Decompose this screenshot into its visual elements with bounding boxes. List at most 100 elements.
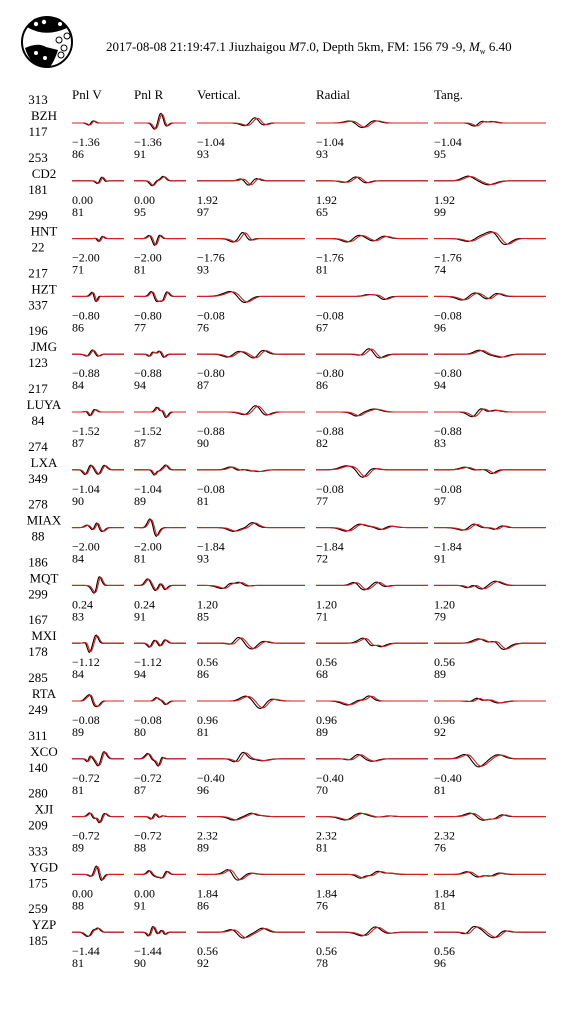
cross-correlation-label: 76 <box>197 320 209 334</box>
column-header-pnl-v: Pnl V <box>72 87 102 102</box>
time-shift-label: −1.04 <box>197 135 225 149</box>
station-name: MQT <box>30 570 59 585</box>
synthetic-waveform <box>316 234 428 243</box>
time-shift-label: −0.88 <box>434 424 462 438</box>
synthetic-waveform <box>316 348 428 359</box>
cross-correlation-label: 86 <box>72 320 84 334</box>
observed-waveform <box>316 581 428 591</box>
time-shift-label: −1.76 <box>197 251 225 265</box>
observed-waveform <box>134 925 186 937</box>
synthetic-waveform <box>134 578 186 591</box>
time-shift-label: 0.00 <box>72 886 93 900</box>
time-shift-label: −0.72 <box>72 771 100 785</box>
time-shift-label: −0.08 <box>316 482 344 496</box>
station-azimuth: 278 <box>28 497 48 512</box>
cross-correlation-label: 94 <box>134 667 146 681</box>
synthetic-waveform <box>316 523 428 532</box>
time-shift-label: −1.04 <box>316 135 344 149</box>
cross-correlation-label: 99 <box>434 205 446 219</box>
synthetic-waveform <box>134 870 186 879</box>
station-row: 167MXI178−1.1284−1.12940.56860.56680.568… <box>28 612 546 681</box>
cross-correlation-label: 87 <box>134 783 146 797</box>
synthetic-waveform <box>134 234 186 246</box>
cross-correlation-label: 92 <box>197 956 209 970</box>
observed-waveform <box>434 408 546 418</box>
cross-correlation-label: 79 <box>434 609 446 623</box>
cross-correlation-label: 82 <box>316 436 328 450</box>
synthetic-waveform <box>134 464 186 476</box>
synthetic-waveform <box>134 113 186 130</box>
observed-waveform <box>72 812 124 824</box>
cross-correlation-label: 77 <box>134 320 146 334</box>
time-shift-label: −0.72 <box>134 771 162 785</box>
station-distance: 185 <box>28 933 48 948</box>
synthetic-waveform <box>134 176 186 186</box>
synthetic-waveform <box>72 176 124 184</box>
beachball-icon <box>21 16 73 68</box>
time-shift-label: −0.80 <box>434 366 462 380</box>
time-shift-label: 0.24 <box>72 597 93 611</box>
synthetic-waveform <box>197 927 305 939</box>
synthetic-waveform <box>434 638 546 650</box>
synthetic-waveform <box>316 637 428 648</box>
station-azimuth: 259 <box>28 901 48 916</box>
synthetic-waveform <box>434 812 546 821</box>
cross-correlation-label: 84 <box>72 667 84 681</box>
station-name: XJI <box>35 802 54 817</box>
time-shift-label: 1.84 <box>316 886 337 900</box>
observed-waveform <box>197 522 305 532</box>
cross-correlation-label: 86 <box>72 147 84 161</box>
cross-correlation-label: 95 <box>434 147 446 161</box>
time-shift-label: 0.24 <box>134 597 155 611</box>
cross-correlation-label: 78 <box>316 956 328 970</box>
station-row: 278MIAX88−2.0084−2.0081−1.8493−1.8472−1.… <box>27 497 546 566</box>
cross-correlation-label: 96 <box>197 783 209 797</box>
cross-correlation-label: 86 <box>197 898 209 912</box>
synthetic-waveform <box>197 581 305 589</box>
synthetic-waveform <box>72 576 124 594</box>
cross-correlation-label: 87 <box>134 436 146 450</box>
time-shift-label: −1.52 <box>72 424 100 438</box>
station-distance: 22 <box>32 240 45 255</box>
time-shift-label: −2.00 <box>134 251 162 265</box>
station-row: 274LXA349−1.0490−1.0489−0.0881−0.0877−0.… <box>28 439 546 508</box>
station-azimuth: 186 <box>28 554 48 569</box>
synthetic-waveform <box>316 408 428 417</box>
station-name: XCO <box>30 744 57 759</box>
station-distance: 209 <box>28 818 48 833</box>
column-header-tangential: Tang. <box>434 87 463 102</box>
time-shift-label: 1.92 <box>434 193 455 207</box>
cross-correlation-label: 96 <box>434 320 446 334</box>
time-shift-label: 0.96 <box>316 713 337 727</box>
synthetic-waveform <box>316 294 428 300</box>
cross-correlation-label: 65 <box>316 205 328 219</box>
time-shift-label: −0.80 <box>316 366 344 380</box>
synthetic-waveform <box>434 581 546 590</box>
station-name: YZP <box>32 917 57 932</box>
synthetic-waveform <box>434 292 546 301</box>
time-shift-label: −0.88 <box>72 366 100 380</box>
cross-correlation-label: 94 <box>134 378 146 392</box>
cross-correlation-label: 81 <box>134 263 146 277</box>
cross-correlation-label: 93 <box>316 147 328 161</box>
synthetic-waveform <box>434 120 546 127</box>
synthetic-waveform <box>72 464 124 475</box>
time-shift-label: 2.32 <box>197 829 218 843</box>
cross-correlation-label: 96 <box>434 956 446 970</box>
synthetic-waveform <box>434 466 546 474</box>
station-row: 285RTA249−0.0889−0.08800.96810.96890.969… <box>28 670 546 739</box>
synthetic-waveform <box>72 812 124 823</box>
cross-correlation-label: 76 <box>434 841 446 855</box>
time-shift-label: 1.92 <box>316 193 337 207</box>
synthetic-waveform <box>197 350 305 359</box>
cross-correlation-label: 90 <box>72 494 84 508</box>
observed-waveform <box>197 927 305 939</box>
cross-correlation-label: 84 <box>72 378 84 392</box>
station-name: RTA <box>32 686 57 701</box>
time-shift-label: −0.80 <box>72 308 100 322</box>
synthetic-waveform <box>434 871 546 878</box>
time-shift-label: −0.40 <box>434 771 462 785</box>
time-shift-label: 0.56 <box>197 944 218 958</box>
cross-correlation-label: 94 <box>434 378 446 392</box>
time-shift-label: 1.20 <box>316 597 337 611</box>
